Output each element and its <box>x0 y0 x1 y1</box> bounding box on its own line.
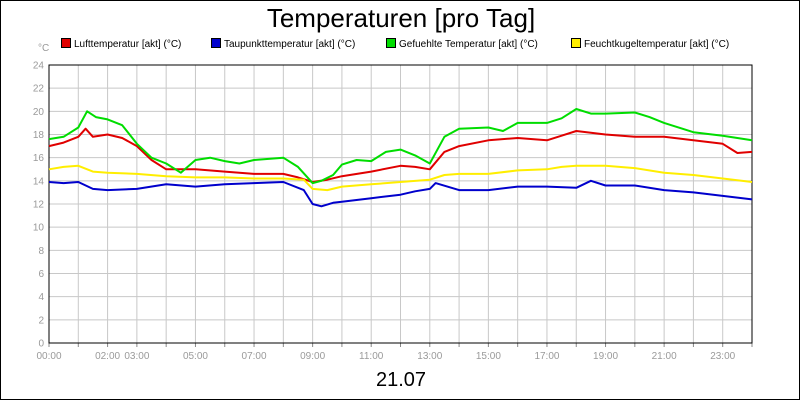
y-tick-label: 22 <box>33 84 45 95</box>
x-tick-label: 15:00 <box>476 351 501 362</box>
x-tick-label: 02:00 <box>95 351 120 362</box>
date-label: 21.07 <box>375 369 427 391</box>
x-tick-label: 09:00 <box>300 351 325 362</box>
legend-swatch <box>61 38 71 48</box>
legend-label: Gefuehlte Temperatur [akt] (°C) <box>399 39 538 50</box>
series-line-2 <box>48 179 753 208</box>
x-tick-label: 00:00 <box>36 351 61 362</box>
x-tick-label: 03:00 <box>124 351 149 362</box>
y-tick-label: 2 <box>38 315 44 326</box>
y-tick-label: 20 <box>33 107 45 118</box>
legend-label: Taupunkttemperatur [akt] (°C) <box>224 39 356 50</box>
y-tick-label: 12 <box>33 200 45 211</box>
y-axis-unit: °C <box>38 43 50 54</box>
x-tick-label: 23:00 <box>710 351 735 362</box>
y-tick-label: 8 <box>38 246 44 257</box>
y-tick-label: 6 <box>38 269 44 280</box>
chart-title: Temperaturen [pro Tag] <box>266 3 536 33</box>
plot-border <box>48 64 753 344</box>
legend-item: Feuchtkugeltemperatur [akt] (°C) <box>571 38 729 50</box>
y-tick-label: 18 <box>33 130 45 141</box>
x-tick-label: 11:00 <box>359 351 384 362</box>
legend-item: Lufttemperatur [akt] (°C) <box>61 38 181 50</box>
x-tick-label: 13:00 <box>417 351 442 362</box>
y-tick-label: 14 <box>33 176 45 187</box>
y-tick-label: 24 <box>33 61 45 72</box>
legend-swatch <box>386 38 396 48</box>
x-tick-label: 05:00 <box>183 351 208 362</box>
series-line-4 <box>48 164 753 192</box>
legend-item: Taupunkttemperatur [akt] (°C) <box>211 38 355 50</box>
y-tick-label: 10 <box>33 223 45 234</box>
y-tick-label: 16 <box>33 153 45 164</box>
series-line-3 <box>48 108 753 185</box>
y-tick-label: 0 <box>38 339 44 350</box>
x-tick-label: 07:00 <box>242 351 267 362</box>
x-tick-label: 21:00 <box>652 351 677 362</box>
x-tick-label: 17:00 <box>534 351 559 362</box>
legend-swatch <box>211 38 221 48</box>
legend-label: Feuchtkugeltemperatur [akt] (°C) <box>584 39 730 50</box>
series-line-1 <box>48 127 753 183</box>
y-tick-label: 4 <box>38 292 44 303</box>
legend-swatch <box>571 38 581 48</box>
legend-label: Lufttemperatur [akt] (°C) <box>74 39 182 50</box>
legend-item: Gefuehlte Temperatur [akt] (°C) <box>386 38 538 50</box>
x-tick-label: 19:00 <box>593 351 618 362</box>
